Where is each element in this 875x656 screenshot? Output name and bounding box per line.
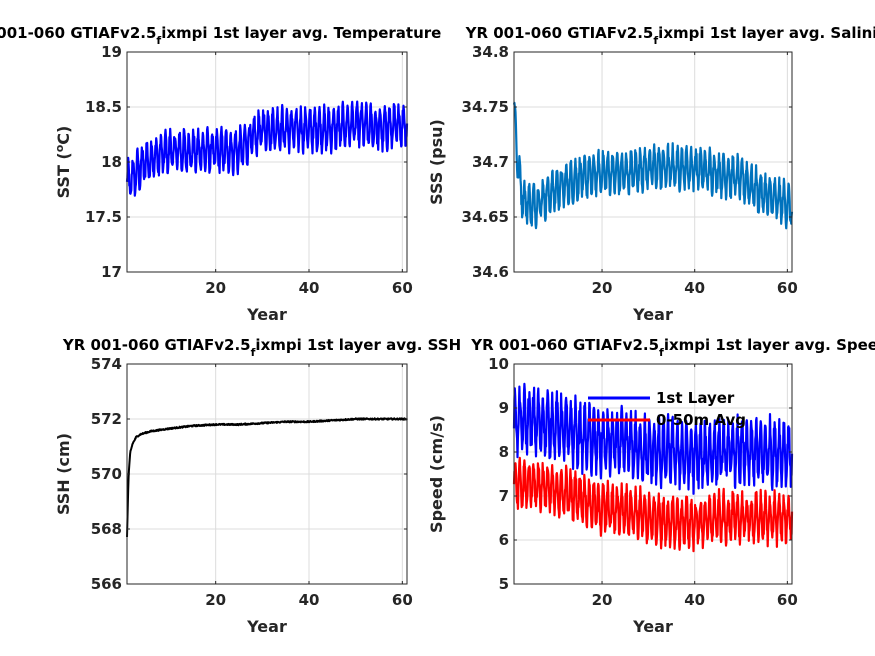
y-tick-label: 17 xyxy=(101,263,122,281)
y-axis-label: SSS (psu) xyxy=(427,119,446,205)
series-line-1 xyxy=(512,382,794,495)
y-tick-label: 18.5 xyxy=(85,98,122,116)
y-axis-label: SST (oC) xyxy=(53,126,73,199)
y-tick-label: 34.65 xyxy=(462,208,509,226)
x-tick-label: 20 xyxy=(592,279,613,297)
y-axis-label: SSH (cm) xyxy=(54,433,73,515)
x-tick-label: 60 xyxy=(777,591,798,609)
legend-label: 0-50m Avg xyxy=(656,411,746,429)
series-line-1 xyxy=(125,100,409,197)
axes-box xyxy=(513,363,793,585)
x-tick-label: 60 xyxy=(392,591,413,609)
x-axis-label: Year xyxy=(632,617,673,636)
y-tick-label: 34.6 xyxy=(472,263,509,281)
y-tick-label: 34.75 xyxy=(462,98,509,116)
y-tick-label: 10 xyxy=(488,355,509,373)
x-tick-label: 40 xyxy=(684,279,705,297)
x-tick-label: 60 xyxy=(777,279,798,297)
y-tick-label: 34.7 xyxy=(472,153,509,171)
x-tick-label: 60 xyxy=(392,279,413,297)
subplot-3: 20 40 60 566 568 570 572 574 Year SSH (cm) YR 001-… xyxy=(54,336,461,636)
x-axis-label: Year xyxy=(632,305,673,324)
x-tick-label: 20 xyxy=(205,279,226,297)
y-tick-label: 6 xyxy=(499,531,509,549)
y-tick-label: 574 xyxy=(91,355,122,373)
subplot-4: 20 40 60 5 6 7 8 9 10 Year Speed (cm/s) YR 001-060 … xyxy=(427,336,875,636)
legend-label: 1st Layer xyxy=(656,389,735,407)
subplot-1: 20 40 60 17 17.5 18 18.5 19 Year SST (oC) YR 001-0… xyxy=(0,24,441,324)
y-axis-label: Speed (cm/s) xyxy=(427,415,446,533)
chart-title: YR 001-060 GTIAFv2.5fixmpi 1st layer avg… xyxy=(0,24,441,47)
y-tick-label: 8 xyxy=(499,443,509,461)
x-tick-label: 40 xyxy=(299,279,320,297)
chart-title: YR 001-060 GTIAFv2.5fixmpi 1st layer avg… xyxy=(465,24,875,47)
series-line-1 xyxy=(126,417,408,538)
y-tick-label: 19 xyxy=(101,43,122,61)
chart-title: YR 001-060 GTIAFv2.5fixmpi 1st layer avg… xyxy=(62,336,461,359)
y-tick-label: 9 xyxy=(499,399,509,417)
y-tick-label: 568 xyxy=(91,520,122,538)
y-tick-label: 566 xyxy=(91,575,122,593)
y-tick-label: 572 xyxy=(91,410,122,428)
x-tick-label: 20 xyxy=(592,591,613,609)
y-tick-label: 570 xyxy=(91,465,122,483)
y-tick-label: 34.8 xyxy=(472,43,509,61)
y-tick-label: 7 xyxy=(499,487,509,505)
y-tick-label: 5 xyxy=(499,575,509,593)
x-axis-label: Year xyxy=(246,305,287,324)
x-tick-label: 40 xyxy=(684,591,705,609)
y-tick-label: 17.5 xyxy=(85,208,122,226)
chart-title: YR 001-060 GTIAFv2.5fixmpi 1st layer avg… xyxy=(470,336,875,359)
x-tick-label: 20 xyxy=(205,591,226,609)
x-tick-label: 40 xyxy=(299,591,320,609)
x-axis-label: Year xyxy=(246,617,287,636)
y-tick-label: 18 xyxy=(101,153,122,171)
series-line-1 xyxy=(512,101,794,230)
subplot-2: 20 40 60 34.6 34.65 34.7 34.75 34.8 Year SSS (psu… xyxy=(427,24,875,324)
series-line-2 xyxy=(512,456,794,553)
